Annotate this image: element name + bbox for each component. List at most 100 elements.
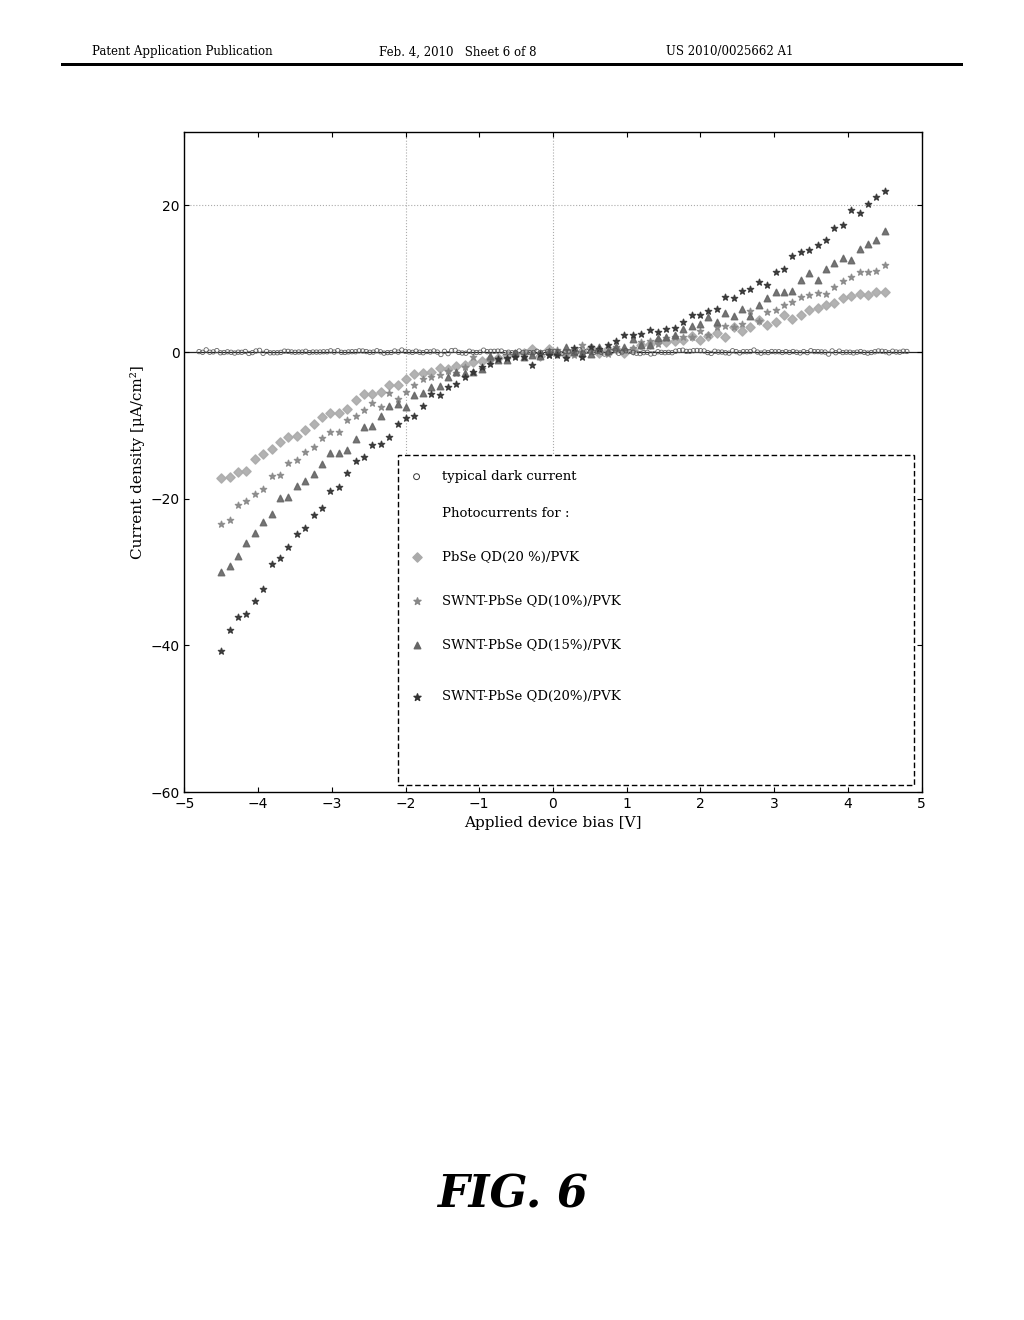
- Point: [473, 356, 489, 378]
- Point: [809, 235, 825, 256]
- Point: [523, 343, 540, 364]
- Point: [675, 318, 691, 339]
- Point: [788, 342, 805, 363]
- Point: [301, 342, 317, 363]
- Point: [523, 355, 540, 376]
- Point: [381, 426, 397, 447]
- Point: [682, 341, 698, 362]
- Point: [860, 284, 877, 305]
- Point: [700, 301, 717, 322]
- Point: [429, 342, 445, 363]
- Point: [213, 467, 229, 488]
- Point: [557, 347, 573, 368]
- Point: [457, 362, 473, 383]
- Point: [409, 591, 425, 612]
- Point: [685, 341, 701, 362]
- Point: [247, 590, 263, 611]
- Point: [255, 444, 271, 465]
- Point: [265, 342, 282, 363]
- Point: [276, 341, 293, 362]
- Point: [532, 342, 549, 363]
- Point: [583, 338, 599, 359]
- Point: [339, 440, 355, 461]
- Point: [541, 345, 557, 366]
- Point: [305, 436, 322, 457]
- Point: [209, 341, 225, 362]
- Point: [571, 339, 588, 360]
- Point: [835, 288, 851, 309]
- Point: [355, 446, 372, 467]
- Point: [757, 342, 773, 363]
- Point: [809, 297, 825, 318]
- Point: [851, 284, 867, 305]
- Point: [549, 345, 565, 366]
- Point: [515, 347, 531, 368]
- Point: [481, 348, 498, 370]
- Point: [451, 342, 467, 363]
- Point: [776, 294, 793, 315]
- Point: [622, 341, 638, 362]
- Point: [475, 339, 492, 360]
- Point: [664, 342, 680, 363]
- Point: [245, 342, 261, 363]
- Point: [536, 342, 552, 363]
- Point: [490, 348, 507, 370]
- Point: [436, 341, 453, 362]
- Point: [810, 341, 826, 362]
- Point: [415, 396, 431, 417]
- Point: [709, 323, 725, 345]
- Point: [616, 339, 633, 360]
- Point: [281, 453, 297, 474]
- Point: [386, 341, 402, 362]
- Point: [745, 339, 762, 360]
- Point: [423, 383, 439, 404]
- Point: [271, 432, 288, 453]
- Point: [407, 375, 423, 396]
- Point: [298, 341, 314, 362]
- Point: [767, 261, 783, 282]
- Text: FIG. 6: FIG. 6: [436, 1173, 588, 1216]
- Point: [271, 548, 288, 569]
- Point: [239, 491, 255, 512]
- Point: [272, 342, 289, 363]
- Point: [289, 450, 305, 471]
- Point: [767, 281, 783, 302]
- Text: Photocurrents for :: Photocurrents for :: [442, 507, 570, 520]
- Point: [817, 342, 834, 363]
- Point: [750, 342, 766, 363]
- Point: [671, 341, 687, 362]
- Point: [717, 326, 733, 347]
- Point: [190, 341, 207, 362]
- Point: [287, 342, 303, 363]
- Point: [877, 181, 893, 202]
- Point: [734, 321, 751, 342]
- Point: [856, 342, 872, 363]
- Point: [339, 462, 355, 483]
- Point: [831, 341, 848, 362]
- Point: [801, 240, 817, 261]
- Point: [289, 523, 305, 544]
- Point: [667, 317, 683, 338]
- Point: [675, 330, 691, 351]
- Point: [229, 606, 246, 627]
- Point: [523, 339, 540, 360]
- Point: [735, 341, 752, 362]
- Point: [717, 315, 733, 337]
- Point: [213, 640, 229, 661]
- Point: [255, 578, 271, 599]
- Point: [792, 342, 808, 363]
- Point: [271, 487, 288, 508]
- Point: [518, 342, 535, 363]
- Point: [667, 330, 683, 351]
- Point: [313, 454, 330, 475]
- Point: [586, 342, 602, 363]
- Point: [699, 342, 716, 363]
- Point: [439, 367, 456, 388]
- Point: [229, 545, 246, 566]
- Point: [793, 305, 809, 326]
- Point: [711, 342, 727, 363]
- Point: [608, 338, 625, 359]
- Point: [557, 343, 573, 364]
- Point: [796, 341, 812, 362]
- Point: [289, 477, 305, 498]
